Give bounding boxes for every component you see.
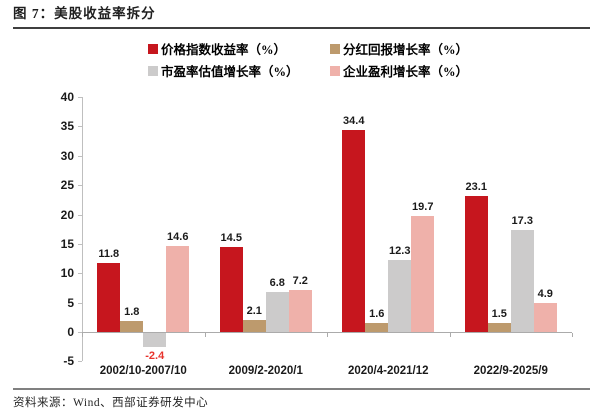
- y-axis-tick: [78, 97, 82, 98]
- legend-item: 分红回报增长率（%）: [330, 39, 468, 58]
- bar-segment: [365, 322, 389, 332]
- y-axis-tick-label: 35: [60, 119, 74, 134]
- legend-label: 企业盈利增长率（%）: [343, 65, 469, 79]
- figure-title: 图 7：美股收益率拆分: [13, 6, 156, 21]
- legend-label: 价格指数收益率（%）: [161, 43, 287, 57]
- x-axis-category-label: 2022/9-2025/9: [473, 365, 548, 377]
- y-axis-tick-label: 30: [60, 148, 74, 163]
- bar-value-label: 14.5: [220, 231, 242, 244]
- bar-segment: [342, 129, 366, 332]
- x-axis-tick: [82, 333, 83, 337]
- y-axis-tick: [78, 302, 82, 304]
- x-axis-tick: [327, 333, 328, 337]
- bar-segment: [464, 196, 488, 332]
- x-axis-line: [82, 332, 572, 333]
- legend-swatch-icon: [330, 65, 340, 76]
- bar-segment: [265, 292, 289, 332]
- bar-segment: [97, 262, 121, 332]
- bar-segment: [487, 323, 511, 332]
- bar-value-label: 19.7: [412, 201, 434, 214]
- y-axis-tick-label: 20: [60, 207, 74, 222]
- bar-segment: [166, 246, 190, 332]
- bar-segment: [388, 259, 412, 332]
- y-axis-tick-label: 15: [60, 236, 74, 251]
- bar-value-label: 23.1: [465, 181, 487, 194]
- bar-value-label: 17.3: [511, 215, 533, 228]
- x-axis-tick: [449, 333, 451, 337]
- legend-swatch-icon: [148, 65, 158, 76]
- bar-value-label: 1.5: [491, 308, 507, 321]
- bar-value-label: 1.8: [124, 306, 140, 319]
- legend-label: 市盈率估值增长率（%）: [161, 65, 299, 79]
- y-axis-tick: [78, 214, 82, 216]
- x-axis-category-label: 2020/4-2021/12: [347, 365, 429, 377]
- bar-value-label: 2.1: [246, 304, 262, 317]
- bar-value-label: -2.4: [145, 350, 165, 363]
- legend-swatch-icon: [330, 43, 340, 54]
- bar-value-label: 7.2: [292, 274, 308, 287]
- y-axis-tick-label: 5: [67, 295, 74, 310]
- x-axis-category-label: 2009/2-2020/1: [228, 365, 303, 377]
- y-axis-tick-label: 0: [67, 325, 74, 339]
- legend-label: 分红回报增长率（%）: [343, 43, 469, 57]
- legend-item: 企业盈利增长率（%）: [330, 61, 468, 80]
- bar-segment: [288, 289, 312, 332]
- bar-segment: [219, 246, 243, 332]
- legend-item: 价格指数收益率（%）: [148, 39, 286, 58]
- y-axis-tick-label: 40: [60, 90, 74, 104]
- source-note: 资料来源：Wind、西部证券研发中心: [13, 397, 209, 409]
- bar-value-label: 4.9: [537, 288, 553, 301]
- bar-segment: [411, 216, 435, 332]
- bar-segment: [533, 303, 557, 332]
- y-axis-tick: [78, 332, 82, 333]
- x-axis-tick: [204, 333, 206, 337]
- bar-value-label: 11.8: [98, 247, 120, 260]
- y-axis-tick: [78, 185, 82, 187]
- bar-segment: [510, 230, 534, 332]
- y-axis-tick: [78, 126, 82, 128]
- legend-swatch-icon: [148, 43, 158, 54]
- bar-value-label: 6.8: [269, 277, 285, 290]
- y-axis-tick: [78, 155, 82, 157]
- y-axis-tick-label: 10: [60, 266, 74, 281]
- legend-item: 市盈率估值增长率（%）: [148, 61, 299, 80]
- x-axis-tick: [572, 333, 573, 337]
- bar-segment: [242, 319, 266, 332]
- footer-divider: [13, 388, 590, 390]
- title-divider: [13, 27, 590, 29]
- y-axis-tick-label: -5: [63, 354, 74, 369]
- y-axis-line: [82, 97, 83, 362]
- bar-segment: [120, 321, 144, 332]
- x-axis-category-label: 2002/10-2007/10: [99, 365, 187, 377]
- bar-value-label: 1.6: [369, 307, 385, 320]
- y-axis-tick-label: 25: [60, 178, 74, 193]
- bar-value-label: 34.4: [343, 114, 365, 127]
- y-axis-tick: [78, 361, 82, 363]
- y-axis-tick: [78, 243, 82, 245]
- bar-value-label: 12.3: [389, 244, 411, 257]
- bar-segment: [143, 333, 167, 348]
- y-axis-tick: [78, 273, 82, 275]
- bar-value-label: 14.6: [167, 231, 189, 244]
